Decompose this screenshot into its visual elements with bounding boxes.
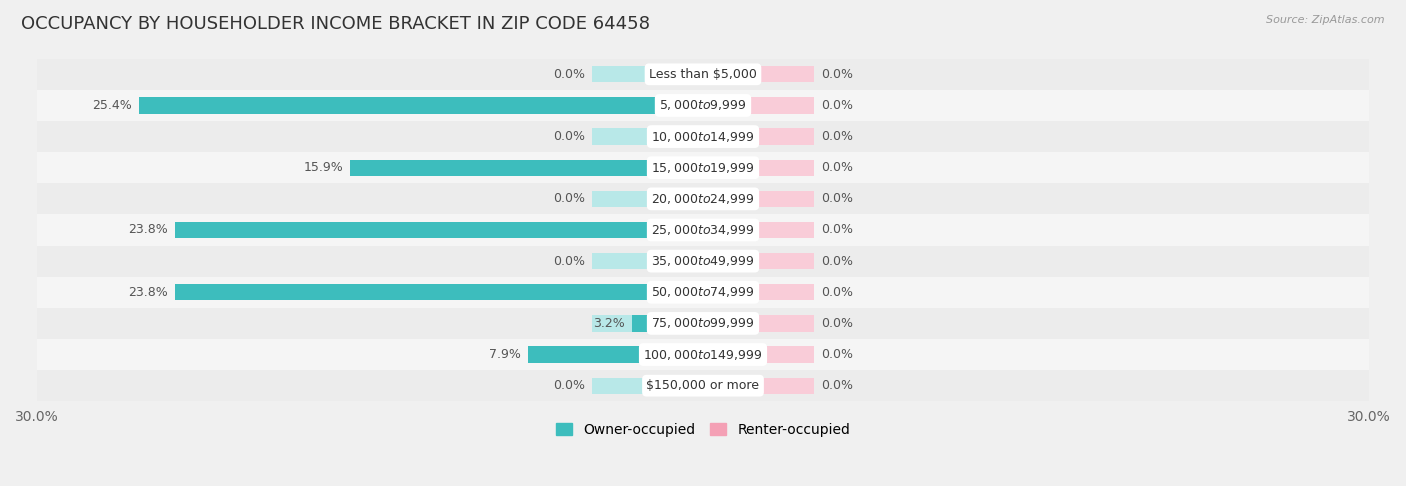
- Text: Source: ZipAtlas.com: Source: ZipAtlas.com: [1267, 15, 1385, 25]
- Bar: [703, 347, 814, 363]
- Text: $25,000 to $34,999: $25,000 to $34,999: [651, 223, 755, 237]
- Text: 0.0%: 0.0%: [821, 224, 852, 237]
- Bar: [703, 253, 814, 269]
- Text: 0.0%: 0.0%: [821, 130, 852, 143]
- Bar: [703, 128, 814, 145]
- Bar: [592, 159, 703, 176]
- Text: 0.0%: 0.0%: [821, 348, 852, 361]
- Bar: [37, 308, 1369, 339]
- Text: $10,000 to $14,999: $10,000 to $14,999: [651, 130, 755, 143]
- Bar: [37, 59, 1369, 90]
- Bar: [174, 284, 703, 300]
- Text: 23.8%: 23.8%: [128, 286, 167, 299]
- Bar: [37, 121, 1369, 152]
- Bar: [174, 222, 703, 238]
- Bar: [37, 90, 1369, 121]
- Text: $50,000 to $74,999: $50,000 to $74,999: [651, 285, 755, 299]
- Text: $35,000 to $49,999: $35,000 to $49,999: [651, 254, 755, 268]
- Bar: [703, 315, 814, 331]
- Text: 7.9%: 7.9%: [489, 348, 522, 361]
- Bar: [703, 66, 814, 83]
- Legend: Owner-occupied, Renter-occupied: Owner-occupied, Renter-occupied: [550, 417, 856, 442]
- Bar: [37, 214, 1369, 245]
- Text: $15,000 to $19,999: $15,000 to $19,999: [651, 161, 755, 175]
- Text: 23.8%: 23.8%: [128, 224, 167, 237]
- Text: 0.0%: 0.0%: [821, 255, 852, 268]
- Bar: [37, 277, 1369, 308]
- Text: 0.0%: 0.0%: [821, 317, 852, 330]
- Text: OCCUPANCY BY HOUSEHOLDER INCOME BRACKET IN ZIP CODE 64458: OCCUPANCY BY HOUSEHOLDER INCOME BRACKET …: [21, 15, 650, 33]
- Text: Less than $5,000: Less than $5,000: [650, 68, 756, 81]
- Bar: [37, 245, 1369, 277]
- Bar: [703, 284, 814, 300]
- Bar: [592, 66, 703, 83]
- Text: $20,000 to $24,999: $20,000 to $24,999: [651, 192, 755, 206]
- Text: 15.9%: 15.9%: [304, 161, 343, 174]
- Bar: [592, 378, 703, 394]
- Bar: [703, 222, 814, 238]
- Bar: [37, 152, 1369, 183]
- Bar: [703, 159, 814, 176]
- Bar: [592, 253, 703, 269]
- Bar: [37, 339, 1369, 370]
- Text: 25.4%: 25.4%: [93, 99, 132, 112]
- Bar: [37, 183, 1369, 214]
- Bar: [592, 222, 703, 238]
- Text: 0.0%: 0.0%: [554, 379, 585, 392]
- Bar: [592, 191, 703, 207]
- Text: 0.0%: 0.0%: [554, 68, 585, 81]
- Text: $100,000 to $149,999: $100,000 to $149,999: [644, 347, 762, 362]
- Bar: [631, 315, 703, 331]
- Text: 0.0%: 0.0%: [821, 99, 852, 112]
- Bar: [592, 128, 703, 145]
- Bar: [592, 97, 703, 114]
- Bar: [703, 97, 814, 114]
- Text: 0.0%: 0.0%: [554, 192, 585, 206]
- Bar: [592, 347, 703, 363]
- Text: 0.0%: 0.0%: [821, 161, 852, 174]
- Text: 0.0%: 0.0%: [554, 255, 585, 268]
- Bar: [592, 315, 703, 331]
- Text: $75,000 to $99,999: $75,000 to $99,999: [651, 316, 755, 330]
- Bar: [139, 97, 703, 114]
- Bar: [703, 191, 814, 207]
- Text: 0.0%: 0.0%: [821, 379, 852, 392]
- Bar: [527, 347, 703, 363]
- Text: $150,000 or more: $150,000 or more: [647, 379, 759, 392]
- Text: 0.0%: 0.0%: [821, 68, 852, 81]
- Bar: [37, 370, 1369, 401]
- Bar: [703, 378, 814, 394]
- Bar: [350, 159, 703, 176]
- Bar: [592, 284, 703, 300]
- Text: 0.0%: 0.0%: [554, 130, 585, 143]
- Text: $5,000 to $9,999: $5,000 to $9,999: [659, 99, 747, 112]
- Text: 3.2%: 3.2%: [593, 317, 626, 330]
- Text: 0.0%: 0.0%: [821, 192, 852, 206]
- Text: 0.0%: 0.0%: [821, 286, 852, 299]
